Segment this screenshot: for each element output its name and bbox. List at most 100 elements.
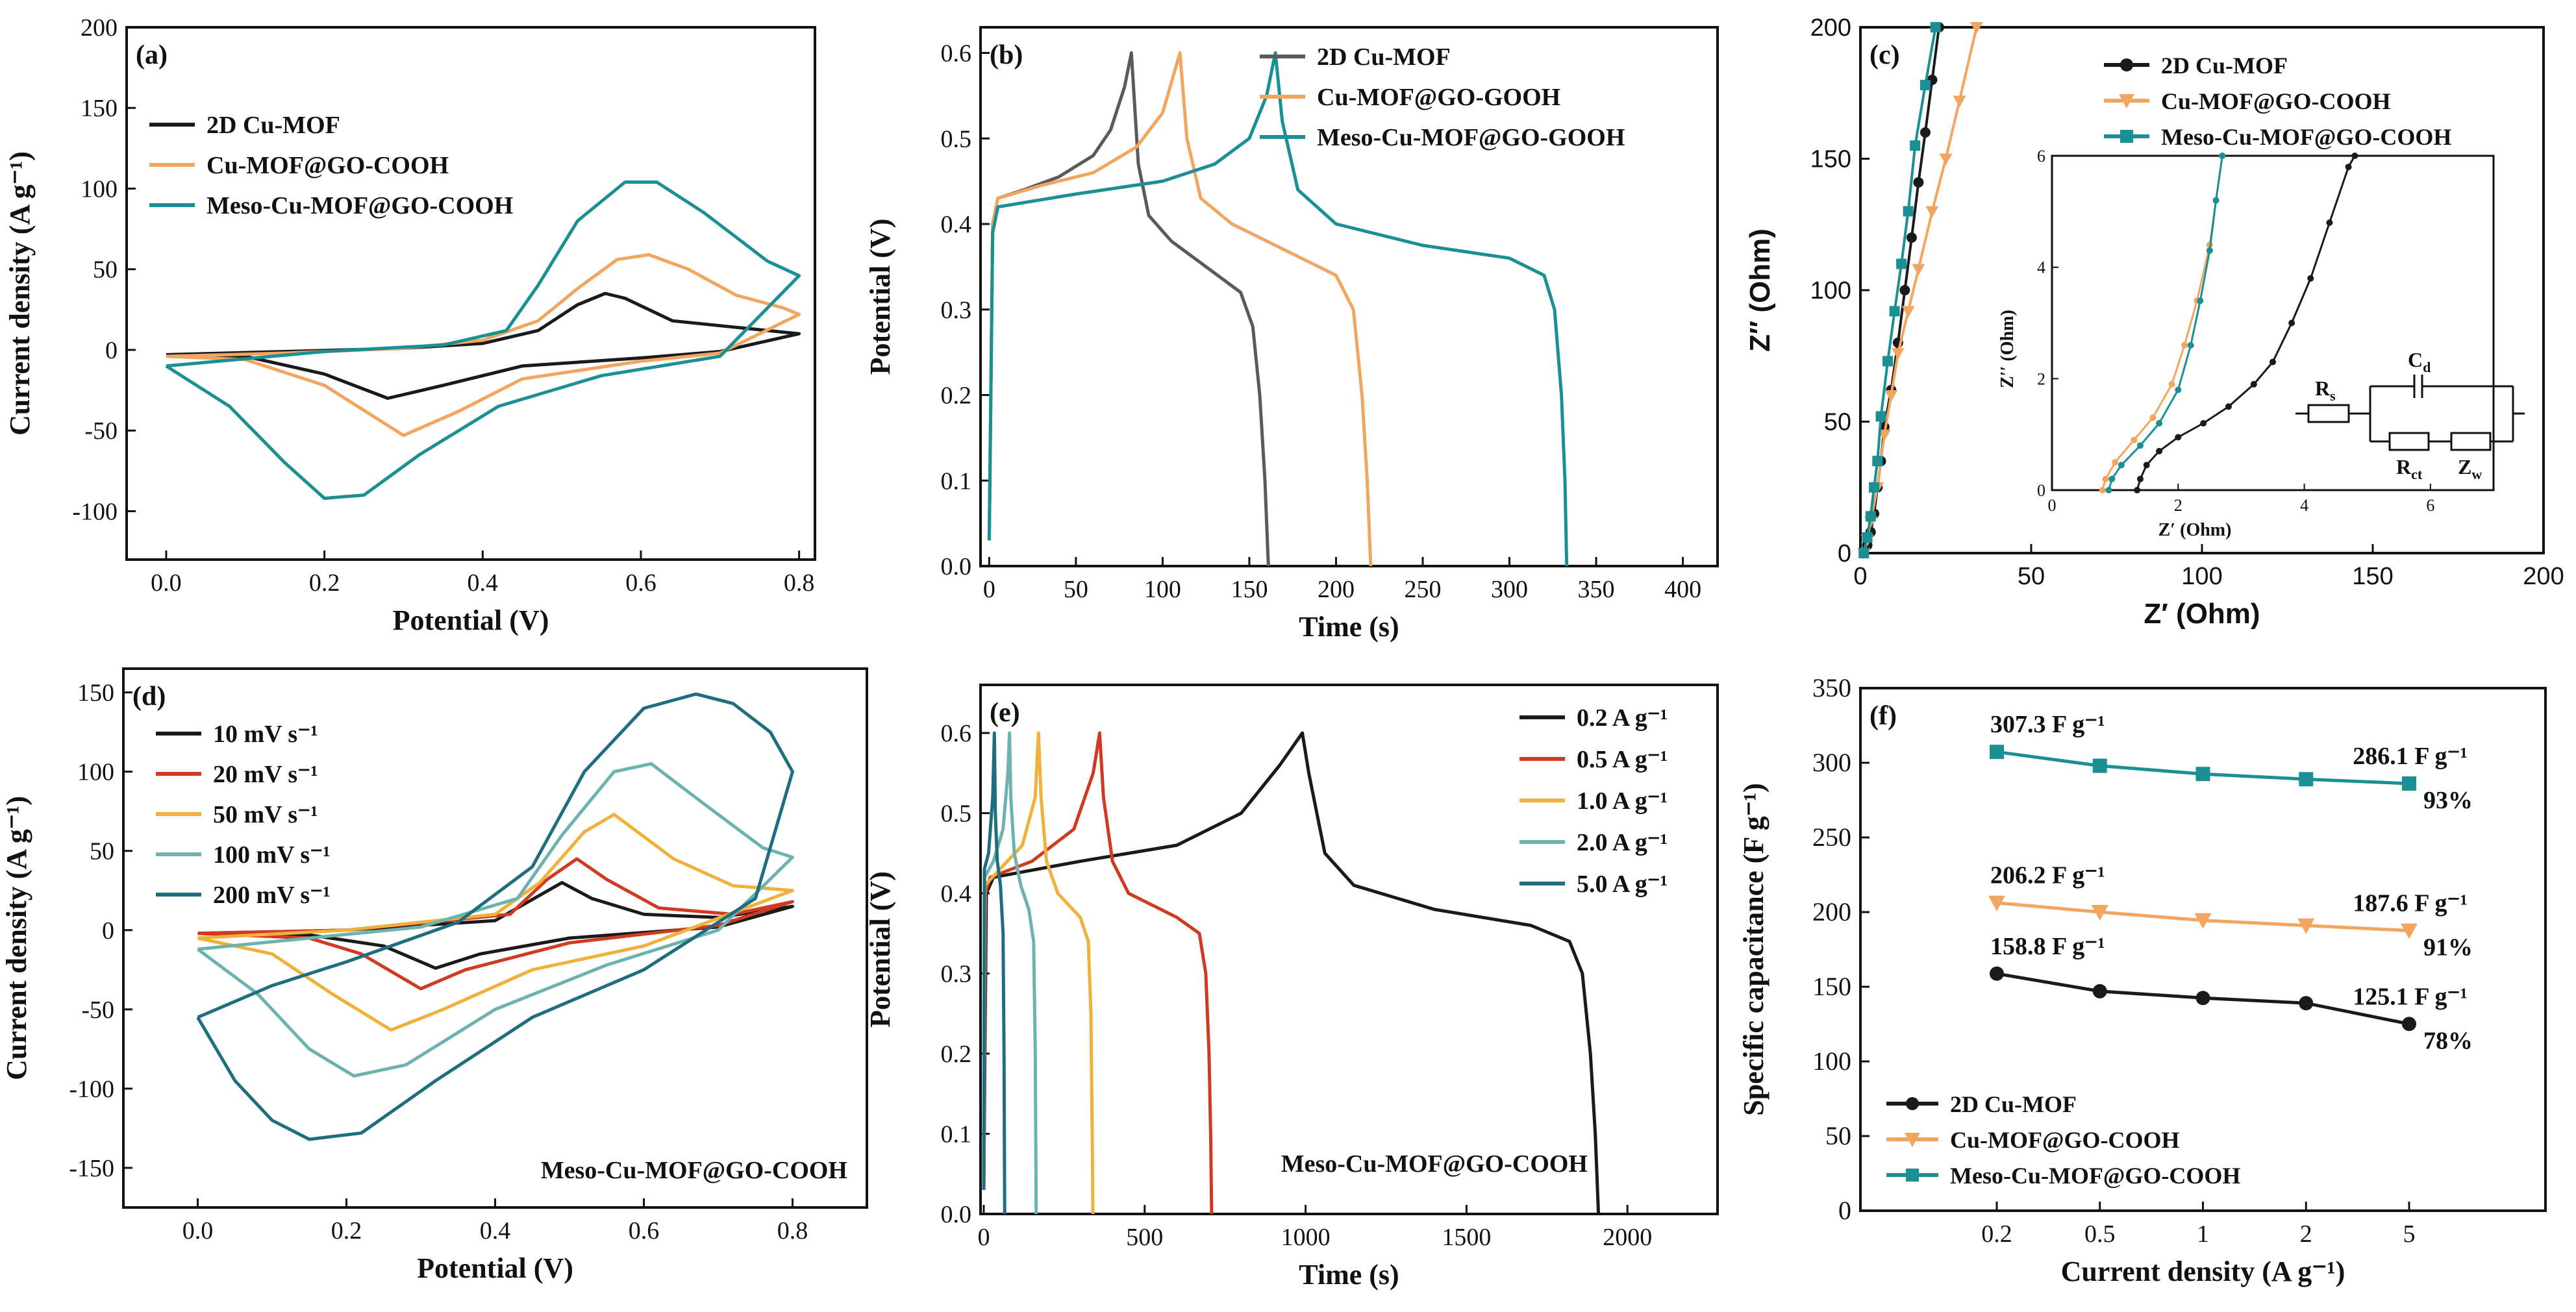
- legend-entry: Meso-Cu-MOF@GO-COOH: [1950, 1163, 2240, 1189]
- inset-point: [2187, 341, 2194, 349]
- inset-point: [2108, 475, 2116, 482]
- data-point: [1970, 22, 1983, 34]
- x-tick-label: 0.8: [777, 1217, 808, 1244]
- x-tick-label: 350: [1578, 576, 1615, 603]
- inset-point: [2137, 475, 2144, 482]
- y-tick-label: 0.0: [941, 1201, 972, 1228]
- inset-point: [2200, 420, 2207, 427]
- data-point: [1903, 206, 1914, 217]
- series-line: [197, 762, 794, 1078]
- x-tick-label: 1: [2197, 1220, 2209, 1248]
- legend-entry: Meso-Cu-MOF@GO-GOOH: [1317, 124, 1625, 151]
- end-value-label: 125.1 F g⁻¹: [2353, 983, 2468, 1010]
- warburg-zw: [2450, 432, 2492, 451]
- circuit-label-rct-subscript: ct: [2411, 466, 2423, 482]
- y-tick-label: 300: [1812, 748, 1851, 777]
- data-point: [1884, 390, 1898, 402]
- y-tick-label: 50: [93, 256, 118, 284]
- y-tick-label: 0.4: [941, 880, 972, 908]
- data-point: [2299, 772, 2314, 787]
- y-tick-label: 0.2: [941, 1041, 972, 1068]
- x-tick-label: 0.5: [2084, 1220, 2116, 1248]
- legend-entry: 10 mV s⁻¹: [213, 721, 318, 748]
- data-point: [1896, 258, 1907, 269]
- panel-a: 0.0 0.2 0.4 0.6 0.8 -100 -50 0 50 100 150 200 Potent…: [4, 14, 816, 636]
- x-tick-label: 200: [2523, 563, 2564, 590]
- data-point: [2194, 913, 2212, 929]
- legend-entry: 2D Cu-MOF: [1317, 43, 1451, 71]
- series-line: [982, 731, 1601, 1215]
- inset-point: [2099, 487, 2106, 493]
- series-line: [987, 51, 1270, 567]
- y-tick-label: 0.3: [941, 961, 972, 988]
- y-tick-label: -50: [81, 996, 114, 1024]
- x-tick-label: 1500: [1442, 1224, 1491, 1251]
- inset-x-tick-label: 6: [2426, 496, 2434, 515]
- y-tick-label: 0.3: [941, 297, 972, 324]
- plot-frame: [979, 26, 1719, 567]
- inset-point: [2149, 414, 2157, 421]
- inset-point: [2206, 247, 2213, 254]
- data-point: [2120, 58, 2133, 71]
- legend-entry: Cu-MOF@GO-COOH: [2161, 88, 2390, 114]
- inset-point: [2197, 297, 2204, 304]
- inset-x-tick-label: 4: [2300, 496, 2308, 515]
- y-tick-label: 0: [102, 917, 114, 945]
- data-point: [2297, 918, 2315, 934]
- x-axis-label: Current density (A g⁻¹): [2061, 1256, 2345, 1287]
- data-point: [1875, 411, 1886, 422]
- panel-letter: (c): [1869, 40, 1900, 70]
- inset-point: [2351, 153, 2358, 159]
- inset-point: [2288, 319, 2295, 327]
- inset-point: [2118, 462, 2125, 469]
- y-tick-label: 100: [1812, 1046, 1851, 1076]
- start-value-label: 206.2 F g⁻¹: [1990, 862, 2105, 889]
- y-axis-label: Potential (V): [864, 219, 896, 375]
- data-point: [1891, 348, 1905, 360]
- start-value-label: 158.8 F g⁻¹: [1990, 933, 2105, 960]
- series-line: [197, 857, 794, 991]
- data-point: [1919, 127, 1931, 138]
- inset-point: [2134, 487, 2141, 493]
- data-point: [1990, 966, 2004, 981]
- series-line: [982, 731, 1214, 1215]
- inset-point: [2270, 358, 2276, 365]
- legend-entry: 2D Cu-MOF: [2161, 53, 2288, 79]
- plot-frame: [979, 684, 1719, 1215]
- series-line: [982, 731, 1038, 1215]
- series-line: [982, 731, 1095, 1215]
- data-point: [1953, 95, 1966, 108]
- x-tick-label: 0.6: [629, 1217, 660, 1244]
- y-tick-label: 150: [77, 680, 114, 707]
- x-axis-label: Z′ (Ohm): [2144, 598, 2260, 630]
- data-point: [2195, 991, 2210, 1006]
- data-point: [1912, 264, 1925, 276]
- inset-line: [2107, 155, 2223, 491]
- inset-point: [2137, 442, 2144, 449]
- start-value-label: 307.3 F g⁻¹: [1990, 711, 2105, 738]
- legend-entry: Cu-MOF@GO-COOH: [1950, 1127, 2179, 1153]
- x-tick-label: 0.4: [480, 1217, 511, 1244]
- inset-y-label: Z′′ (Ohm): [1997, 310, 2018, 388]
- inset-x-tick-label: 2: [2174, 496, 2182, 515]
- x-tick-label: 400: [1664, 576, 1701, 603]
- y-axis-label: Current density (A g⁻¹): [1, 796, 32, 1080]
- x-tick-label: 0.2: [1981, 1220, 2012, 1248]
- legend-entry: 100 mV s⁻¹: [213, 841, 331, 869]
- y-axis-label: Specific capacitance (F g⁻¹): [1738, 783, 1769, 1116]
- y-tick-label: -100: [69, 1076, 114, 1103]
- legend-entry: Cu-MOF@GO-GOOH: [1317, 84, 1560, 111]
- x-tick-label: 300: [1491, 576, 1528, 603]
- inset-point: [2181, 341, 2188, 349]
- y-tick-label: 0.4: [941, 211, 972, 238]
- data-point: [1906, 1097, 1919, 1110]
- inset-point: [2225, 403, 2232, 410]
- x-tick-label: 50: [2018, 563, 2045, 590]
- series-line: [987, 51, 1569, 567]
- legend-entry: 50 mV s⁻¹: [213, 801, 318, 828]
- resistor-rs: [2307, 404, 2350, 423]
- inset-point: [2143, 462, 2150, 469]
- data-point: [1939, 153, 1953, 166]
- sample-annotation: Meso-Cu-MOF@GO-COOH: [541, 1157, 847, 1184]
- x-axis-label: Time (s): [1299, 1259, 1399, 1291]
